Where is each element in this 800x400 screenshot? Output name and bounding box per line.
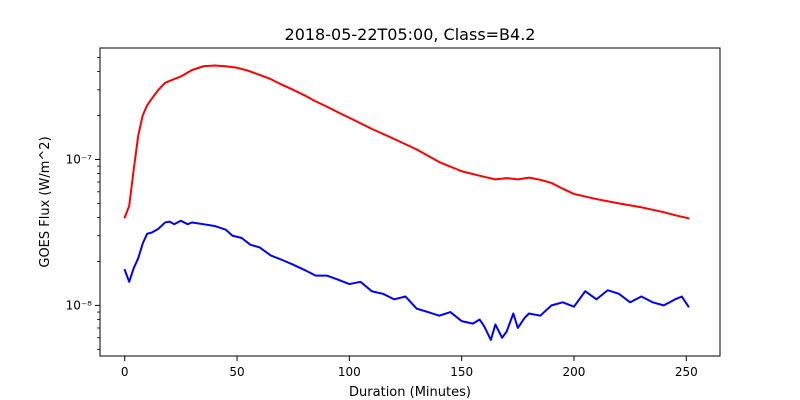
x-tick-label: 50 bbox=[229, 365, 244, 379]
y-tick-label: 10⁻⁸ bbox=[66, 298, 93, 312]
x-tick-label: 200 bbox=[563, 365, 586, 379]
x-tick-label: 150 bbox=[450, 365, 473, 379]
x-tick-label: 250 bbox=[675, 365, 698, 379]
plot-frame bbox=[99, 47, 721, 357]
x-tick-layer: 0 50 100 150 200 250 bbox=[121, 356, 698, 379]
series-layer bbox=[123, 64, 690, 341]
y-axis-label: GOES Flux (W/m^2) bbox=[38, 136, 53, 267]
x-tick-label: 100 bbox=[338, 365, 361, 379]
x-axis-label: Duration (Minutes) bbox=[349, 385, 471, 400]
y-tick-label: 10⁻⁷ bbox=[66, 152, 93, 166]
series-line-1 bbox=[123, 64, 690, 220]
chart-title: 2018-05-22T05:00, Class=B4.2 bbox=[285, 25, 536, 44]
x-tick-label: 0 bbox=[121, 365, 129, 379]
series-line-2 bbox=[123, 219, 690, 341]
